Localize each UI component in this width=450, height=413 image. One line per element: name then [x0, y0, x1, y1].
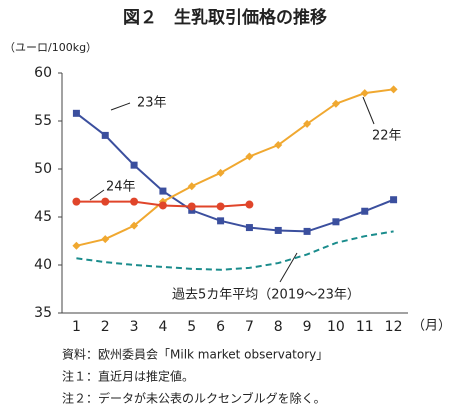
y-axis-label: （ユーロ/100kg）: [4, 41, 97, 54]
note: 注２：データが未公表のルクセンブルグを除く。: [62, 391, 326, 406]
x-tick-label: 11: [356, 319, 374, 335]
marker: [274, 141, 283, 149]
chart-title: 図２ 生乳取引価格の推移: [123, 7, 327, 28]
marker: [101, 131, 109, 139]
x-tick-label: 3: [130, 319, 139, 335]
series-annotation: 過去5カ年平均（2019～23年）: [172, 288, 360, 303]
marker: [245, 224, 253, 232]
marker: [72, 109, 80, 117]
marker: [130, 161, 138, 169]
x-tick-label: 12: [385, 319, 403, 335]
marker: [72, 197, 81, 206]
note: 資料：欧州委員会「Milk market observatory」: [62, 348, 328, 362]
leader-line: [89, 189, 105, 201]
series-line: [76, 88, 394, 247]
marker: [245, 200, 254, 209]
marker: [187, 202, 196, 211]
marker: [101, 235, 110, 244]
y-tick-label: 35: [34, 305, 52, 321]
x-tick-label: 5: [187, 319, 196, 335]
x-tick-label: 1: [72, 319, 81, 335]
marker: [158, 201, 167, 210]
x-axis-label: （月）: [412, 319, 450, 334]
marker: [245, 152, 254, 161]
marker: [187, 182, 196, 191]
marker: [217, 217, 225, 225]
x-tick-label: 10: [327, 319, 345, 335]
marker: [101, 197, 110, 206]
marker: [216, 168, 225, 177]
note: 注１：直近月は推定値。: [62, 369, 194, 384]
marker: [130, 221, 139, 230]
y-tick-label: 60: [34, 65, 52, 81]
y-tick-label: 45: [34, 209, 52, 225]
x-tick-label: 2: [101, 319, 110, 335]
marker: [389, 85, 398, 94]
y-tick-label: 55: [34, 113, 52, 129]
y-tick-label: 40: [34, 257, 52, 273]
marker: [159, 187, 167, 195]
x-tick-label: 8: [274, 319, 283, 335]
marker: [360, 89, 369, 98]
series-annotation: 23年: [137, 96, 167, 111]
marker: [331, 99, 340, 108]
marker: [274, 226, 282, 234]
x-tick-label: 6: [216, 319, 225, 335]
y-tick-label: 50: [34, 161, 52, 177]
x-tick-label: 9: [303, 319, 312, 335]
marker: [303, 119, 312, 128]
leader-line: [362, 96, 375, 125]
series-line: [75, 112, 394, 233]
x-tick-label: 4: [158, 319, 167, 335]
marker: [303, 227, 311, 235]
leader-line: [279, 252, 298, 283]
marker: [216, 202, 225, 211]
series-annotation: 22年: [372, 129, 402, 144]
marker: [72, 241, 81, 250]
marker: [130, 197, 139, 206]
marker: [332, 218, 340, 226]
x-tick-label: 7: [245, 319, 254, 335]
leader-line: [110, 102, 131, 111]
series-line: [76, 230, 394, 271]
series-annotation: 24年: [106, 180, 136, 195]
marker: [361, 207, 369, 215]
marker: [390, 196, 398, 204]
